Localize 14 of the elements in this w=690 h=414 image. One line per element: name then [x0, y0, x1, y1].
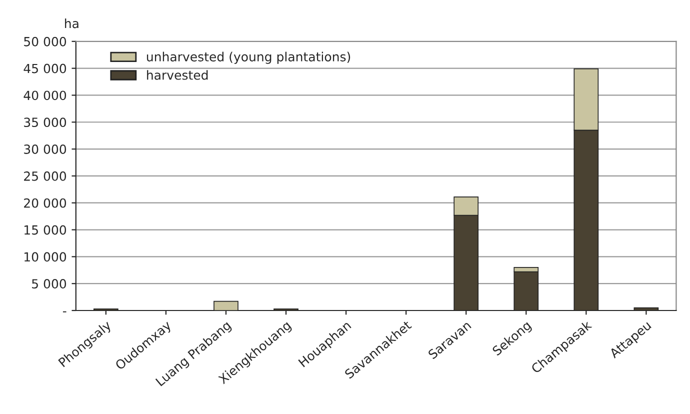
y-tick-label: 40 000 — [24, 90, 66, 100]
y-tick-label: 50 000 — [24, 36, 66, 46]
y-tick-label: 25 000 — [24, 171, 66, 181]
y-tick-label: 15 000 — [24, 225, 66, 235]
y-tick-label: 45 000 — [24, 64, 66, 74]
y-tick-label: 30 000 — [24, 144, 66, 154]
y-tick-label: 20 000 — [24, 198, 66, 208]
y-axis-title: ha — [65, 18, 78, 28]
y-tick-label: 10 000 — [24, 252, 66, 262]
legend-label: unharvested (young plantations) — [146, 52, 350, 64]
legend-label: harvested — [147, 70, 208, 80]
y-tick-label: 5 000 — [32, 279, 66, 289]
y-tick-label: 35 000 — [24, 118, 66, 128]
y-tick-label: - — [62, 311, 66, 312]
